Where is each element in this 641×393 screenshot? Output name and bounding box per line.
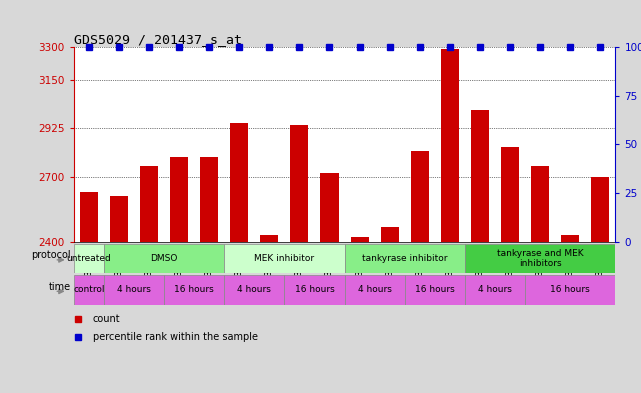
Bar: [531, 166, 549, 242]
Text: untreated: untreated: [67, 254, 111, 263]
Text: 4 hours: 4 hours: [117, 285, 151, 294]
Text: tankyrase and MEK
inhibitors: tankyrase and MEK inhibitors: [497, 249, 583, 268]
Text: 4 hours: 4 hours: [237, 285, 271, 294]
Text: 4 hours: 4 hours: [358, 285, 392, 294]
Bar: [320, 173, 338, 242]
Text: count: count: [93, 314, 121, 324]
Text: 16 hours: 16 hours: [551, 285, 590, 294]
Bar: [285, 275, 345, 305]
Bar: [200, 157, 218, 242]
Bar: [79, 192, 98, 242]
Bar: [140, 166, 158, 242]
Bar: [224, 244, 345, 273]
Bar: [74, 275, 104, 305]
Text: control: control: [73, 285, 104, 294]
Bar: [562, 235, 579, 242]
Text: time: time: [48, 282, 71, 292]
Text: protocol: protocol: [31, 250, 71, 261]
Bar: [104, 275, 164, 305]
Bar: [224, 275, 285, 305]
Text: percentile rank within the sample: percentile rank within the sample: [93, 332, 258, 342]
Text: 16 hours: 16 hours: [295, 285, 335, 294]
Bar: [230, 123, 248, 242]
Text: 4 hours: 4 hours: [478, 285, 512, 294]
Text: 16 hours: 16 hours: [415, 285, 454, 294]
Bar: [471, 110, 489, 242]
Bar: [110, 196, 128, 242]
Text: GDS5029 / 201437_s_at: GDS5029 / 201437_s_at: [74, 33, 242, 46]
Bar: [351, 237, 369, 242]
Bar: [345, 275, 404, 305]
Bar: [441, 49, 459, 242]
Bar: [345, 244, 465, 273]
Bar: [411, 151, 429, 242]
Text: 16 hours: 16 hours: [174, 285, 214, 294]
Bar: [381, 226, 399, 242]
Bar: [290, 125, 308, 242]
Bar: [501, 147, 519, 242]
Bar: [164, 275, 224, 305]
Bar: [74, 244, 104, 273]
Text: tankyrase inhibitor: tankyrase inhibitor: [362, 254, 447, 263]
Bar: [465, 275, 525, 305]
Bar: [260, 235, 278, 242]
Bar: [104, 244, 224, 273]
Text: MEK inhibitor: MEK inhibitor: [254, 254, 315, 263]
Bar: [591, 177, 610, 242]
Bar: [404, 275, 465, 305]
Bar: [465, 244, 615, 273]
Bar: [170, 157, 188, 242]
Text: DMSO: DMSO: [150, 254, 178, 263]
Bar: [525, 275, 615, 305]
